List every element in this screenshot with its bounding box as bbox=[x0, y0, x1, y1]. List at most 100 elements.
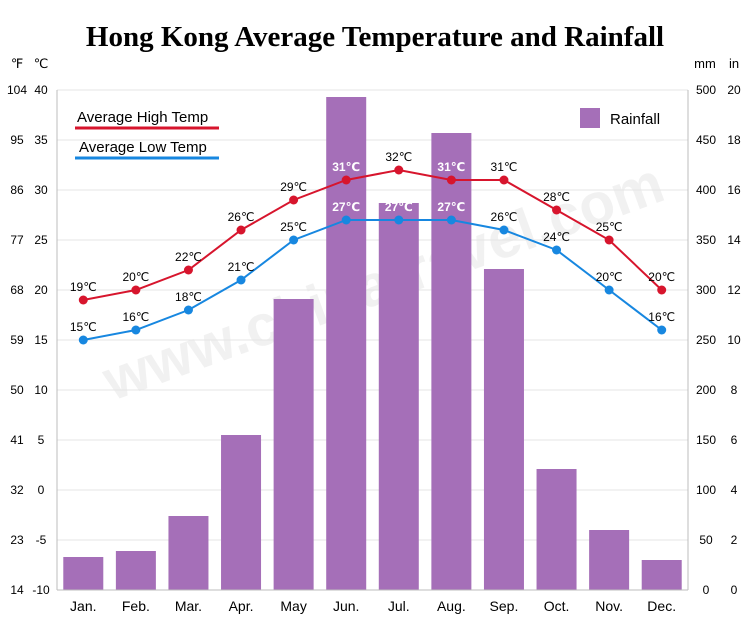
month-label: Nov. bbox=[595, 598, 623, 614]
month-label: Mar. bbox=[175, 598, 202, 614]
fahrenheit-tick-label: 104 bbox=[7, 83, 27, 97]
mm-tick-label: 350 bbox=[696, 233, 716, 247]
month-label: Apr. bbox=[229, 598, 254, 614]
celsius-tick-label: 10 bbox=[34, 383, 48, 397]
low-temp-data-label: 27℃ bbox=[437, 200, 465, 214]
high-temp-data-label: 22℃ bbox=[175, 250, 202, 264]
mm-tick-label: 400 bbox=[696, 183, 716, 197]
legend-rainfall-label: Rainfall bbox=[610, 111, 660, 128]
celsius-tick-label: 40 bbox=[34, 83, 48, 97]
fahrenheit-tick-label: 77 bbox=[10, 233, 24, 247]
inch-tick-label: 16 bbox=[727, 183, 741, 197]
high-temp-data-label: 26℃ bbox=[228, 210, 255, 224]
mm-tick-label: 50 bbox=[699, 533, 713, 547]
rainfall-bar bbox=[378, 203, 419, 590]
mm-tick-label: 300 bbox=[696, 283, 716, 297]
inch-tick-label: 0 bbox=[731, 583, 738, 597]
celsius-tick-label: -5 bbox=[36, 533, 47, 547]
high-temp-data-label: 28℃ bbox=[543, 190, 570, 204]
inch-unit-label: in bbox=[729, 56, 739, 71]
low-temp-point bbox=[131, 325, 141, 335]
high-temp-point bbox=[394, 165, 404, 175]
celsius-tick-label: 5 bbox=[38, 433, 45, 447]
low-temp-point bbox=[183, 305, 193, 315]
month-label: Jan. bbox=[70, 598, 96, 614]
celsius-tick-label: 0 bbox=[38, 483, 45, 497]
rainfall-bar bbox=[431, 133, 472, 590]
celsius-tick-label: -10 bbox=[32, 583, 50, 597]
inch-tick-label: 14 bbox=[727, 233, 741, 247]
high-temp-point bbox=[341, 175, 351, 185]
high-temp-data-label: 31℃ bbox=[332, 160, 360, 174]
fahrenheit-unit-label: ℉ bbox=[11, 56, 23, 71]
fahrenheit-tick-label: 32 bbox=[10, 483, 24, 497]
low-temp-data-label: 26℃ bbox=[491, 210, 518, 224]
low-temp-point bbox=[604, 285, 614, 295]
celsius-tick-label: 30 bbox=[34, 183, 48, 197]
high-temp-line bbox=[83, 168, 663, 301]
month-label: Sep. bbox=[490, 598, 519, 614]
celsius-unit-label: ℃ bbox=[34, 56, 49, 71]
low-temp-point bbox=[78, 335, 88, 345]
chart-title: Hong Kong Average Temperature and Rainfa… bbox=[86, 21, 664, 53]
temperature-lines bbox=[78, 165, 667, 345]
celsius-tick-label: 20 bbox=[34, 283, 48, 297]
low-temp-data-label: 21℃ bbox=[228, 260, 255, 274]
fahrenheit-tick-label: 41 bbox=[10, 433, 24, 447]
high-temp-point bbox=[657, 285, 667, 295]
rainfall-bar bbox=[115, 551, 156, 590]
legend-lines: Average High Temp Average Low Temp bbox=[75, 109, 219, 160]
low-temp-line bbox=[83, 219, 663, 341]
mm-tick-label: 100 bbox=[696, 483, 716, 497]
high-temp-point bbox=[289, 195, 299, 205]
rainfall-bar bbox=[273, 299, 314, 590]
rainfall-bar bbox=[221, 435, 262, 590]
high-temp-data-label: 31℃ bbox=[437, 160, 465, 174]
low-temp-data-label: 18℃ bbox=[175, 290, 202, 304]
mm-tick-label: 250 bbox=[696, 333, 716, 347]
mm-tick-label: 500 bbox=[696, 83, 716, 97]
rainfall-bar bbox=[536, 469, 577, 590]
rainfall-bar bbox=[168, 516, 209, 590]
high-temp-point bbox=[552, 205, 562, 215]
high-temp-point bbox=[604, 235, 614, 245]
celsius-tick-label: 25 bbox=[34, 233, 48, 247]
fahrenheit-tick-label: 23 bbox=[10, 533, 24, 547]
mm-tick-label: 150 bbox=[696, 433, 716, 447]
month-label: Jul. bbox=[388, 598, 410, 614]
inch-tick-label: 18 bbox=[727, 133, 741, 147]
rainfall-bar bbox=[641, 560, 682, 590]
low-temp-point bbox=[657, 325, 667, 335]
low-temp-data-label: 16℃ bbox=[648, 310, 675, 324]
legend-low-temp-label: Average Low Temp bbox=[79, 139, 207, 156]
high-temp-data-label: 25℃ bbox=[596, 220, 623, 234]
inch-tick-label: 4 bbox=[731, 483, 738, 497]
legend-high-temp-label: Average High Temp bbox=[77, 109, 208, 126]
high-temp-data-label: 32℃ bbox=[385, 150, 412, 164]
high-temp-data-label: 31℃ bbox=[491, 160, 518, 174]
high-temp-point bbox=[131, 285, 141, 295]
fahrenheit-tick-label: 86 bbox=[10, 183, 24, 197]
low-temp-point bbox=[499, 225, 509, 235]
low-temp-point bbox=[446, 215, 456, 225]
legend-bars: Rainfall bbox=[580, 108, 660, 128]
fahrenheit-tick-label: 50 bbox=[10, 383, 24, 397]
mm-tick-label: 450 bbox=[696, 133, 716, 147]
month-label: Oct. bbox=[544, 598, 570, 614]
grid-lines bbox=[57, 89, 688, 591]
low-temp-point bbox=[236, 275, 246, 285]
high-temp-point bbox=[499, 175, 509, 185]
high-temp-data-label: 20℃ bbox=[122, 270, 149, 284]
inch-tick-label: 8 bbox=[731, 383, 738, 397]
month-label: Dec. bbox=[647, 598, 676, 614]
high-temp-point bbox=[183, 265, 193, 275]
celsius-tick-label: 15 bbox=[34, 333, 48, 347]
month-label: May bbox=[280, 598, 306, 614]
low-temp-point bbox=[341, 215, 351, 225]
low-temp-point bbox=[394, 215, 404, 225]
fahrenheit-tick-label: 68 bbox=[10, 283, 24, 297]
inch-tick-label: 12 bbox=[727, 283, 741, 297]
month-label: Aug. bbox=[437, 598, 466, 614]
inch-tick-label: 10 bbox=[727, 333, 741, 347]
